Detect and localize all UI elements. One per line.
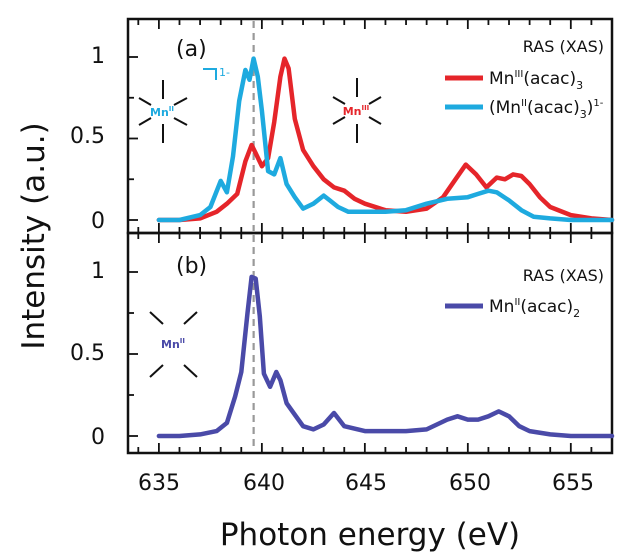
spectra-group [156, 56, 615, 439]
legend-mn2-rest: (acac) [520, 297, 573, 317]
panel-b-frame [126, 231, 614, 455]
x-axis-title: Photon energy (eV) [220, 517, 520, 553]
molecule-mn3-icon [332, 78, 382, 143]
axis-ticks [128, 19, 613, 453]
y-axis-title: Intensity (a.u.) [16, 122, 52, 349]
molecule-mn3-base: Mn [343, 105, 362, 118]
y-tick-label-a-0.5: 0.5 [70, 124, 105, 149]
y-tick-label-a-0: 0 [91, 209, 105, 234]
y-tick-label-b-0: 0 [91, 425, 105, 450]
y-tick-label-a-1: 1 [91, 44, 105, 69]
legend-mn2a-base: (Mn [489, 98, 521, 118]
legend-label-mn2-anion: (MnII(acac)3)1- [489, 98, 604, 121]
spectrum-line-panel1-series0 [156, 274, 615, 439]
molecule-mn2a-charge: 1- [219, 66, 230, 79]
spectrum-line-panel0-series1 [156, 56, 615, 223]
spectrum-line-panel0-series0 [156, 56, 615, 223]
x-tick-label-635: 635 [138, 471, 180, 496]
x-tick-label-640: 640 [243, 471, 285, 496]
legend-mn2-sub: 2 [573, 307, 580, 320]
molecule-mn2a-label: Mn [150, 106, 169, 119]
molecule-mn2-icon [149, 311, 198, 378]
x-tick-label-655: 655 [552, 471, 594, 496]
x-tick-label-645: 645 [345, 471, 387, 496]
molecule-mn3-label: MnIII [343, 104, 370, 118]
molecule-mn2-anion-label: MnII [150, 105, 174, 119]
legend-mn2-sup: II [514, 297, 520, 308]
molecule-mn2-base: Mn [161, 338, 180, 351]
molecule-mn2a-sup: II [169, 105, 174, 113]
panel-a-label: (a) [176, 37, 207, 62]
legend-mn3-rest: (acac) [523, 69, 576, 89]
y-tick-label-b-0.5: 0.5 [70, 341, 105, 366]
x-tick-label-650: 650 [449, 471, 491, 496]
legend-mn2a-rest: (acac) [527, 98, 580, 118]
y-tick-label-b-1: 1 [91, 259, 105, 284]
molecule-mn3-sup: III [361, 104, 369, 112]
molecule-mn2-label: MnII [161, 337, 185, 351]
legend-label-mn3: MnIII(acac)3 [489, 69, 583, 92]
panel-a-method-label: RAS (XAS) [523, 37, 604, 56]
molecule-mn2-anion-icon [138, 80, 188, 143]
bracket-icon [203, 68, 217, 80]
panel-b-label: (b) [176, 254, 207, 279]
molecule-mn2-sup: II [180, 337, 185, 345]
legend-mn2a-tailsup: 1- [593, 98, 603, 109]
legend-mn2-base: Mn [489, 297, 514, 317]
legend-mn2a-sub: 3 [580, 108, 587, 121]
legend-label-mn2: MnII(acac)2 [489, 297, 580, 320]
legend-mn3-sup: III [514, 69, 523, 80]
legend-mn2a-sup: II [521, 98, 527, 109]
legend-mn3-base: Mn [489, 69, 514, 89]
legend-mn2a-tail: ) [587, 98, 594, 118]
panel-b-method-label: RAS (XAS) [523, 266, 604, 285]
legend-mn3-sub: 3 [576, 79, 583, 92]
